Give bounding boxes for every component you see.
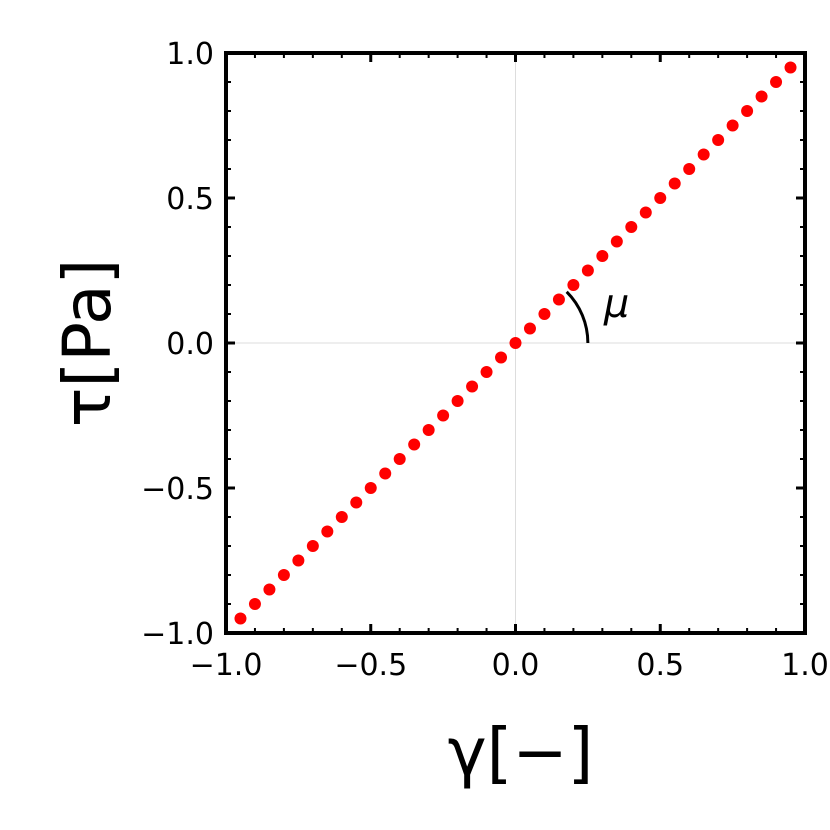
- data-point: [770, 76, 783, 88]
- data-point: [610, 235, 623, 248]
- data-point: [581, 264, 594, 277]
- data-point: [321, 525, 334, 538]
- data-points: [234, 61, 797, 625]
- y-tick-label: −0.5: [141, 472, 214, 507]
- data-point: [451, 395, 464, 407]
- data-point: [625, 221, 638, 233]
- x-tick-label: 0.0: [492, 648, 540, 683]
- data-point: [668, 177, 681, 190]
- data-point: [495, 351, 508, 364]
- data-point: [379, 467, 392, 480]
- data-point: [422, 424, 435, 436]
- data-point: [466, 380, 479, 393]
- x-tick-labels: −1.0 −0.5 0.0 0.5 1.0: [190, 648, 829, 683]
- y-tick-labels: 1.0 0.5 0.0 −0.5 −1.0: [141, 37, 214, 652]
- x-tick-label: −1.0: [190, 648, 263, 683]
- data-point: [277, 569, 290, 581]
- data-point: [726, 119, 739, 132]
- data-point: [509, 337, 522, 349]
- x-axis-title: γ[−]: [448, 714, 594, 791]
- y-tick-label: 0.5: [166, 182, 214, 217]
- angle-annotation: μ: [565, 281, 629, 344]
- y-tick-label: 0.0: [166, 327, 214, 362]
- x-tick-label: −0.5: [334, 648, 407, 683]
- data-point: [697, 148, 710, 161]
- angle-arc: [565, 290, 590, 344]
- data-point: [683, 163, 696, 175]
- data-point: [364, 482, 377, 494]
- plot-frame: [224, 51, 807, 635]
- data-point: [567, 279, 580, 291]
- data-point: [741, 105, 754, 117]
- data-point: [712, 134, 725, 146]
- data-point: [408, 438, 421, 451]
- data-point: [234, 612, 247, 625]
- y-tick-label: −1.0: [141, 617, 214, 652]
- data-point: [596, 250, 609, 262]
- data-point: [639, 206, 652, 219]
- data-point: [437, 409, 450, 422]
- data-point: [784, 61, 797, 74]
- data-point: [335, 511, 348, 523]
- data-point: [654, 192, 667, 204]
- data-point: [292, 554, 305, 567]
- data-point: [523, 322, 536, 335]
- y-axis-title: τ[Pa]: [49, 259, 126, 428]
- data-point: [393, 453, 406, 465]
- data-point: [306, 540, 319, 552]
- x-tick-label: 0.5: [636, 648, 684, 683]
- data-point: [538, 308, 551, 320]
- data-point: [552, 293, 565, 306]
- data-point: [263, 583, 276, 596]
- data-point: [755, 90, 768, 103]
- data-point: [350, 496, 363, 509]
- data-point: [248, 598, 261, 610]
- data-point: [480, 366, 493, 378]
- y-tick-label: 1.0: [166, 37, 214, 72]
- angle-label: μ: [603, 281, 629, 327]
- x-tick-label: 1.0: [781, 648, 829, 683]
